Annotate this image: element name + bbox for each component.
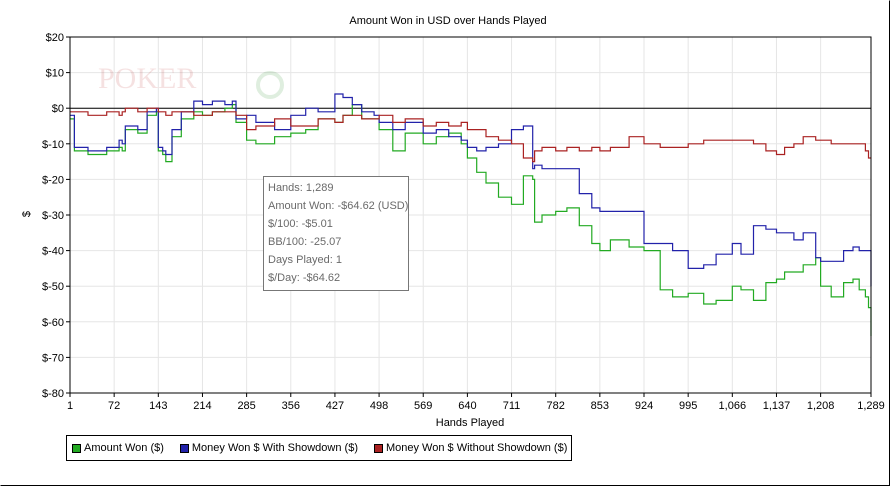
x-tick-label: 356: [282, 400, 300, 412]
series-line-without-showdown: [70, 107, 871, 163]
y-tick-label: $-50: [42, 281, 64, 293]
series-layer: [70, 93, 872, 336]
x-tick-label: 924: [635, 400, 653, 412]
legend-item-without-showdown[interactable]: Money Won $ Without Showdown ($): [373, 442, 568, 454]
chart-title: Amount Won in USD over Hands Played: [349, 15, 546, 27]
legend-swatch-with-showdown: [179, 443, 189, 453]
legend-label-amount-won: Amount Won ($): [84, 442, 164, 454]
series-line-amount-won: [70, 104, 872, 336]
series-line-with-showdown: [70, 93, 872, 287]
x-tick-label: 427: [326, 400, 344, 412]
legend-label-without-showdown: Money Won $ Without Showdown ($): [385, 442, 568, 454]
watermark-logo: POKER: [98, 62, 284, 99]
x-tick-label: 498: [370, 400, 388, 412]
x-axis: 1 72 143 214 285 356 427 498 569 640 711 782 853 924 9…: [67, 393, 885, 412]
y-tick-label: $-30: [42, 210, 64, 222]
tooltip-bb-per-100: BB/100: -25.07: [268, 236, 342, 248]
y-tick-label: $-20: [42, 174, 64, 186]
watermark-text: POKER: [98, 62, 196, 95]
chart-legend: Amount Won ($) Money Won $ With Showdown…: [66, 435, 573, 461]
x-tick-label: 1,208: [807, 400, 835, 412]
y-tick-label: $-80: [42, 388, 64, 400]
x-tick-label: 285: [237, 400, 255, 412]
y-tick-label: $-70: [42, 352, 64, 364]
tooltip-amount-won: Amount Won: -$64.62 (USD): [268, 200, 409, 212]
x-tick-label: 143: [149, 400, 167, 412]
legend-item-amount-won[interactable]: Amount Won ($): [72, 442, 164, 454]
y-tick-label: $0: [52, 103, 64, 115]
y-tick-label: $10: [46, 68, 64, 80]
x-tick-label: 853: [591, 400, 609, 412]
x-tick-label: 995: [679, 400, 697, 412]
legend-swatch-amount-won: [72, 443, 81, 453]
x-tick-label: 1,137: [763, 400, 791, 412]
x-tick-label: 640: [458, 400, 476, 412]
y-axis: $20 $10 $0 $-10 $-20 $-30 $-40 $-50 $-60 $-70 $-80: [42, 32, 70, 400]
y-tick-label: $-10: [42, 139, 64, 151]
y-axis-title: $: [21, 211, 33, 217]
legend-label-with-showdown: Money Won $ With Showdown ($): [191, 442, 358, 454]
y-tick-label: $20: [46, 32, 64, 44]
tooltip-days-played: Days Played: 1: [268, 254, 342, 266]
legend-item-with-showdown[interactable]: Money Won $ With Showdown ($): [179, 442, 358, 454]
x-tick-label: 569: [414, 400, 432, 412]
x-tick-label: 1,289: [857, 400, 885, 412]
y-tick-label: $-60: [42, 317, 64, 329]
tooltip-per-day: $/Day: -$64.62: [268, 272, 341, 284]
x-tick-label: 214: [193, 400, 211, 412]
x-tick-label: 1,066: [719, 400, 747, 412]
x-tick-label: 1: [67, 400, 73, 412]
x-tick-label: 782: [547, 400, 565, 412]
legend-swatch-without-showdown: [373, 443, 383, 453]
x-tick-label: 711: [503, 400, 521, 412]
watermark-emblem: [256, 71, 284, 99]
data-tooltip: Hands: 1,289 Amount Won: -$64.62 (USD) $…: [263, 176, 409, 291]
tooltip-hands: Hands: 1,289: [268, 182, 334, 194]
y-tick-label: $-40: [42, 246, 64, 258]
tooltip-per-100: $/100: -$5.01: [268, 218, 333, 230]
x-tick-label: 72: [108, 400, 120, 412]
x-axis-title: Hands Played: [436, 417, 505, 429]
